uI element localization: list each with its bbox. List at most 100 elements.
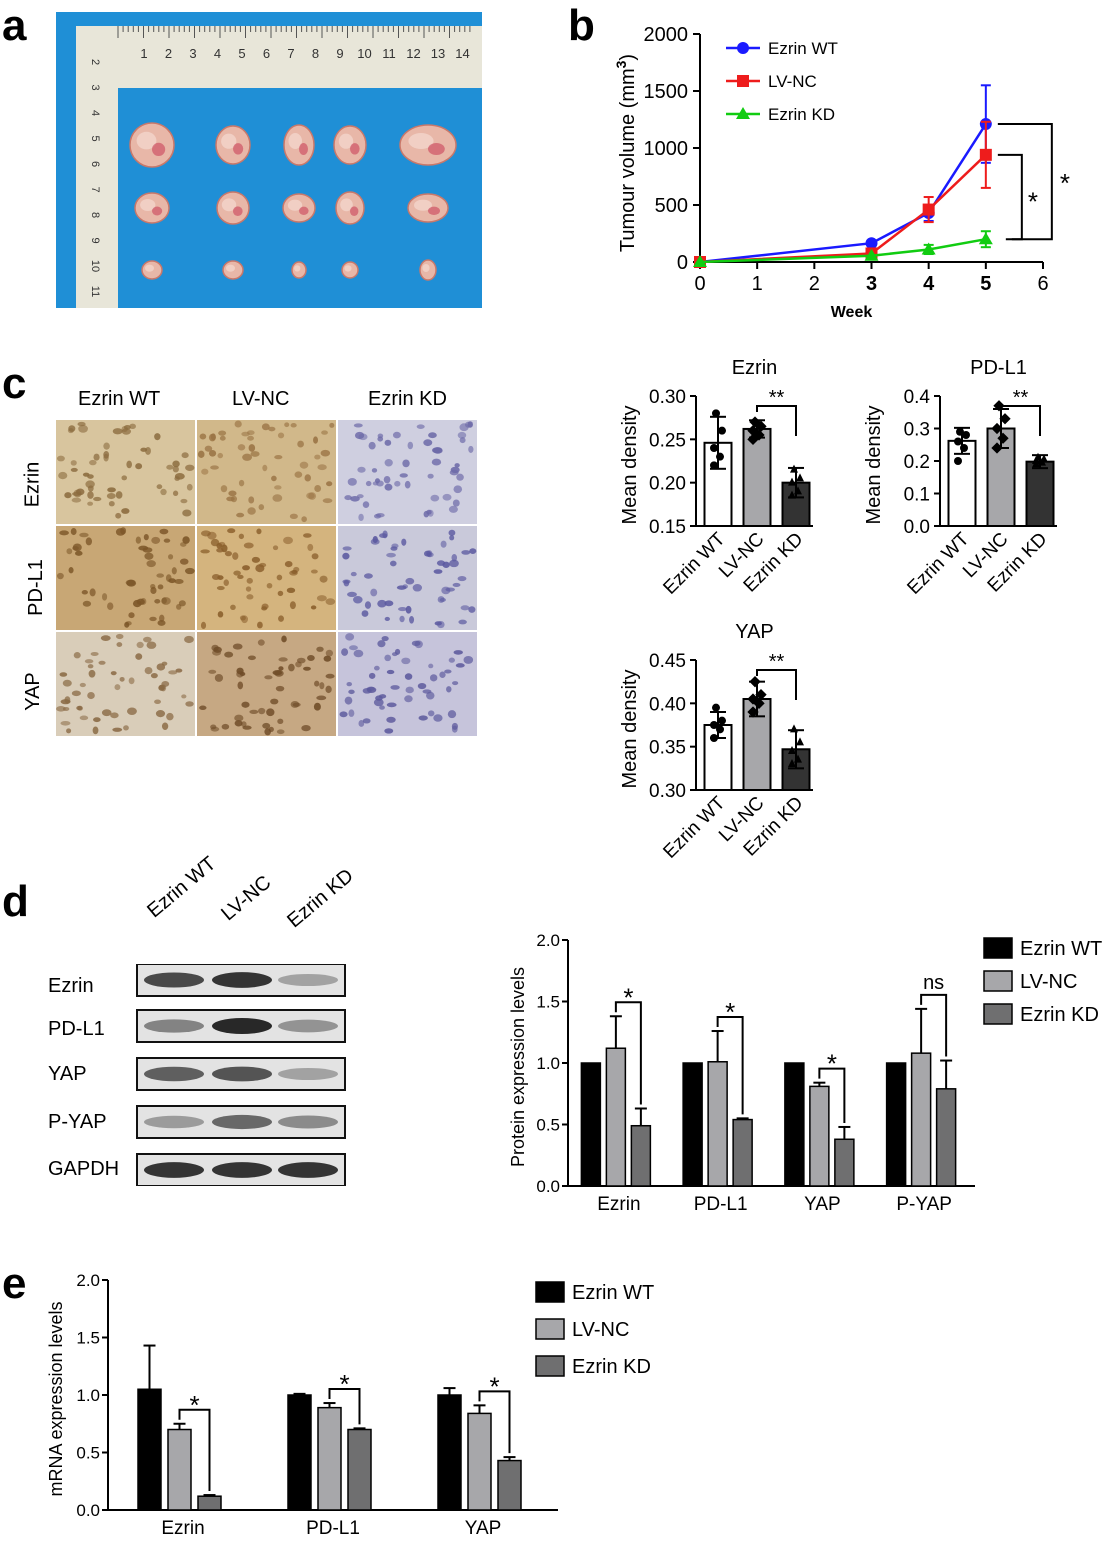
cell-nucleus	[350, 571, 357, 577]
cell-nucleus	[353, 649, 364, 658]
ruler-number: 4	[214, 46, 221, 61]
cell-nucleus	[246, 577, 253, 584]
cell-nucleus	[142, 547, 153, 553]
y-tick-label: 1000	[644, 138, 689, 160]
cell-nucleus	[127, 707, 137, 716]
cell-nucleus	[161, 597, 167, 604]
cell-nucleus	[175, 668, 183, 673]
cell-nucleus	[379, 705, 385, 710]
cell-nucleus	[274, 485, 282, 490]
cell-nucleus	[277, 432, 285, 439]
blot-band	[212, 1114, 272, 1130]
cell-nucleus	[201, 468, 209, 475]
cell-nucleus	[84, 659, 94, 664]
ruler-number: 1	[140, 46, 147, 61]
significance-bracket	[997, 153, 1023, 241]
cell-nucleus	[218, 430, 227, 436]
legend-label: Ezrin KD	[1020, 1004, 1099, 1026]
cell-nucleus	[371, 468, 378, 473]
ihc-tile-ezrin-1	[56, 420, 195, 524]
cell-nucleus	[168, 670, 178, 675]
cell-nucleus	[442, 493, 452, 501]
cell-nucleus	[451, 722, 458, 730]
cell-nucleus	[322, 498, 333, 504]
data-dot	[710, 444, 718, 452]
cell-nucleus	[90, 651, 99, 656]
cell-nucleus	[197, 450, 205, 458]
bar	[809, 1085, 830, 1187]
significance-label: *	[189, 1390, 199, 1420]
data-dot	[716, 452, 724, 461]
data-dot	[1032, 459, 1040, 468]
cell-nucleus	[345, 633, 355, 641]
cell-nucleus	[437, 620, 445, 629]
ihc-tile-ezrin-3	[338, 420, 477, 524]
cell-nucleus	[166, 712, 174, 721]
cell-nucleus	[79, 715, 89, 721]
cell-nucleus	[439, 671, 446, 678]
cell-nucleus	[276, 574, 283, 581]
cell-nucleus	[59, 672, 68, 677]
cell-nucleus	[136, 598, 145, 605]
cell-nucleus	[199, 433, 207, 440]
cell-nucleus	[398, 606, 407, 612]
cell-nucleus	[384, 728, 394, 734]
cell-nucleus	[316, 595, 327, 602]
legend-label: Ezrin KD	[768, 105, 835, 124]
cell-nucleus	[71, 690, 81, 697]
chart-title: Ezrin	[732, 357, 778, 379]
cell-nucleus	[457, 576, 467, 582]
x-tick-label: 5	[980, 273, 991, 295]
cell-nucleus	[146, 560, 156, 568]
cell-nucleus	[112, 428, 123, 435]
tumour-highlight	[221, 198, 237, 212]
cell-nucleus	[157, 584, 164, 590]
cell-nucleus	[73, 652, 81, 659]
cell-nucleus	[157, 619, 166, 626]
data-dot	[956, 427, 964, 436]
ihc-row-label-1: Ezrin	[21, 461, 44, 508]
cell-nucleus	[70, 527, 77, 536]
ihc-tile-background	[56, 632, 195, 736]
cell-nucleus	[271, 475, 277, 482]
cell-nucleus	[341, 648, 349, 656]
y-tick-label: 0	[677, 252, 688, 274]
cell-nucleus	[392, 431, 401, 439]
significance-bracket	[756, 669, 797, 700]
x-tick-label: 3	[866, 273, 877, 295]
cell-nucleus	[217, 452, 224, 459]
cell-nucleus	[405, 577, 415, 585]
cell-nucleus	[234, 714, 244, 722]
ihc-col-label-2: LV-NC	[232, 388, 290, 410]
ruler-side-number: 9	[89, 237, 101, 243]
y-tick-label: 0.5	[536, 1116, 560, 1135]
cell-nucleus	[358, 720, 365, 727]
tumour-highlight	[340, 198, 353, 212]
y-axis-label: Mean density	[619, 670, 641, 789]
y-tick-label: 0.30	[649, 387, 686, 408]
cell-nucleus	[135, 463, 143, 470]
y-tick-label: 0.40	[649, 694, 686, 715]
cell-nucleus	[379, 533, 388, 538]
ruler-number: 14	[455, 46, 469, 61]
data-point	[693, 255, 707, 267]
data-dot	[790, 724, 798, 733]
cell-nucleus	[339, 711, 348, 718]
cell-nucleus	[232, 552, 239, 560]
x-tick-label: YAP	[804, 1194, 841, 1215]
cell-nucleus	[59, 530, 69, 536]
cell-nucleus	[329, 422, 335, 428]
bar	[347, 1428, 372, 1511]
ihc-tile-yap-2	[197, 632, 336, 736]
cell-nucleus	[426, 550, 433, 558]
cell-nucleus	[460, 605, 470, 611]
cell-nucleus	[346, 681, 353, 687]
bar	[707, 1061, 728, 1187]
data-dot	[712, 409, 720, 418]
ruler-side-number: 6	[89, 161, 101, 167]
cell-nucleus	[210, 465, 219, 470]
x-tick-label: Ezrin	[161, 1518, 204, 1539]
tumour-highlight	[338, 133, 354, 149]
cell-nucleus	[237, 444, 246, 451]
ruler-number: 2	[165, 46, 172, 61]
